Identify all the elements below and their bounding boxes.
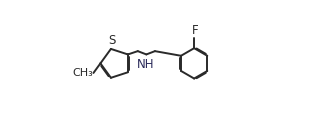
Text: F: F: [191, 24, 198, 37]
Text: CH₃: CH₃: [72, 68, 93, 78]
Text: S: S: [108, 34, 115, 47]
Text: NH: NH: [137, 58, 154, 71]
